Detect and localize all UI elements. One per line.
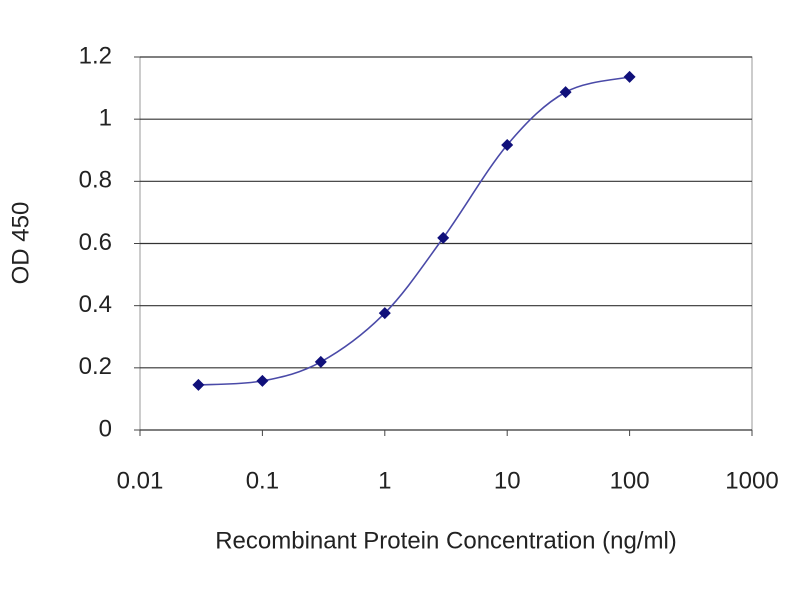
x-axis-label: Recombinant Protein Concentration (ng/ml… (215, 527, 677, 554)
curve (198, 76, 630, 386)
y-tick-label: 0.8 (79, 167, 112, 194)
point (437, 231, 450, 244)
y-tick-label: 1 (99, 105, 112, 132)
x-tick-label: 1 (378, 467, 391, 494)
point (256, 374, 269, 387)
point (378, 307, 391, 320)
y-tick-label: 0.4 (79, 291, 112, 318)
point (623, 70, 636, 83)
y-axis-label: OD 450 (7, 202, 34, 285)
point (314, 355, 327, 368)
point (501, 138, 514, 151)
point (559, 86, 572, 99)
x-tick-label: 100 (610, 467, 650, 494)
y-tick-label: 1.2 (79, 42, 112, 69)
x-tick-label: 1000 (725, 467, 778, 494)
x-tick-label: 10 (494, 467, 521, 494)
point (192, 378, 205, 391)
y-tick-label: 0 (99, 415, 112, 442)
x-tick-label: 0.1 (246, 467, 279, 494)
x-tick-label: 0.01 (117, 467, 164, 494)
y-tick-label: 0.6 (79, 229, 112, 256)
y-tick-label: 0.2 (79, 353, 112, 380)
